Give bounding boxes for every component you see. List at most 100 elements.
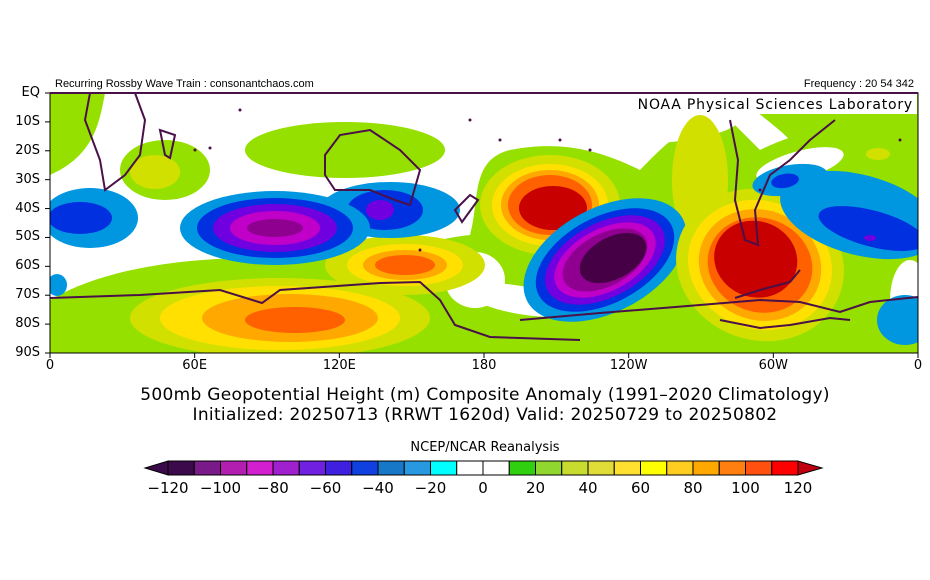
island [468,118,472,122]
lat-label: 70S [15,287,40,303]
low-anomaly [247,219,303,237]
lat-label: 80S [15,316,40,332]
colorbar-swatch [640,460,668,476]
coastline [719,269,851,330]
low-anomaly [366,200,394,220]
colorbar-tick-label: −40 [362,479,394,497]
lon-label: 0 [913,358,923,373]
positive-anomaly [866,148,890,160]
lat-label: 10S [15,113,40,129]
colorbar-swatch [561,460,589,476]
colorbar-tick-label: 80 [683,479,703,497]
island [588,148,592,152]
colorbar-tick-label: 100 [731,479,760,497]
island [418,248,422,252]
coastlines [50,93,918,341]
coastline [83,93,147,192]
colorbar-swatch [430,460,458,476]
colorbar-swatch [220,460,248,476]
colorbar-tick-label: 120 [783,479,813,497]
colorbar-swatch [771,460,799,476]
low-anomaly [818,206,918,252]
colorbar-swatch [167,460,195,476]
colorbar [143,460,824,476]
colorbar-swatch [692,460,720,476]
lon-label: 60W [758,358,789,373]
high-anomaly [375,255,435,275]
island [498,138,502,142]
credit-box [618,94,917,114]
high-anomaly [245,307,345,333]
colorbar-swatch [508,460,536,476]
colorbar-swatch [718,460,746,476]
lon-label: 180 [471,358,497,373]
lat-label: 50S [15,229,40,245]
low-anomaly [864,235,876,241]
colorbar-tick-label: 60 [630,479,651,497]
high-anomaly [519,186,587,230]
colorbar-swatch [193,460,221,476]
colorbar-swatch [403,460,431,476]
low-anomaly [771,173,799,189]
lon-label: 120W [609,358,648,373]
lat-label: EQ [21,85,40,100]
coastline [729,119,836,247]
coastline [158,128,177,160]
coastline [324,128,422,207]
low-anomaly [579,232,647,284]
colorbar-swatch [666,460,694,476]
colorbar-swatch [535,460,563,476]
low-anomaly [50,202,112,234]
colorbar-swatch [246,460,274,476]
colorbar-swatch [351,460,379,476]
colorbar-swatch [482,460,510,476]
colorbar-swatch [745,460,773,476]
lat-label: 30S [15,171,40,187]
island [758,188,762,192]
coastline [50,280,918,341]
map-title: 500mb Geopotential Height (m) Composite … [140,385,830,405]
colorbar-tick-label: −20 [414,479,447,497]
colorbar-swatch [325,460,353,476]
header-left-text: Recurring Rossby Wave Train : consonantc… [55,78,314,90]
colorbar-swatch [298,460,326,476]
colorbar-tick-label: −100 [199,479,242,497]
colorbar-swatch [377,460,405,476]
colorbar-swatch [272,460,300,476]
colorbar-tick-label: −60 [309,479,342,497]
noaa-credit: NOAA Physical Sciences Laboratory [638,97,913,113]
lon-label: 60E [182,358,208,373]
colorbar-tick-label: 0 [478,479,488,497]
island [208,146,212,150]
lat-label: 20S [15,142,40,158]
coastline [453,193,480,224]
colorbar-swatch [613,460,641,476]
lat-label: 40S [15,200,40,216]
positive-region [50,93,105,175]
colorbar-swatch [456,460,484,476]
positive-anomaly [245,122,445,178]
island [238,108,242,112]
low-anomaly [50,274,67,296]
frequency-text: Frequency : 20 54 342 [803,78,914,90]
lat-label: 90S [15,345,40,360]
colorbar-low-extend [143,460,169,476]
island [898,138,902,142]
lon-label: 0 [45,358,55,373]
colorbar-swatch [587,460,615,476]
island [193,148,197,152]
colorbar-tick-label: −120 [147,479,189,497]
low-anomaly [877,295,918,345]
high-anomaly [714,220,798,298]
map-subtitle: Initialized: 20250713 (RRWT 1620d) Valid… [192,405,778,425]
colorbar-tick-label: −80 [257,479,289,497]
island [558,138,562,142]
positive-anomaly [130,155,180,189]
colorbar-high-extend [797,460,824,476]
lon-label: 120E [322,358,356,373]
colorbar-tick-label: 20 [525,479,546,497]
lat-label: 60S [15,258,40,274]
colorbar-label: NCEP/NCAR Reanalysis [410,440,560,455]
colorbar-tick-label: 40 [578,479,598,497]
